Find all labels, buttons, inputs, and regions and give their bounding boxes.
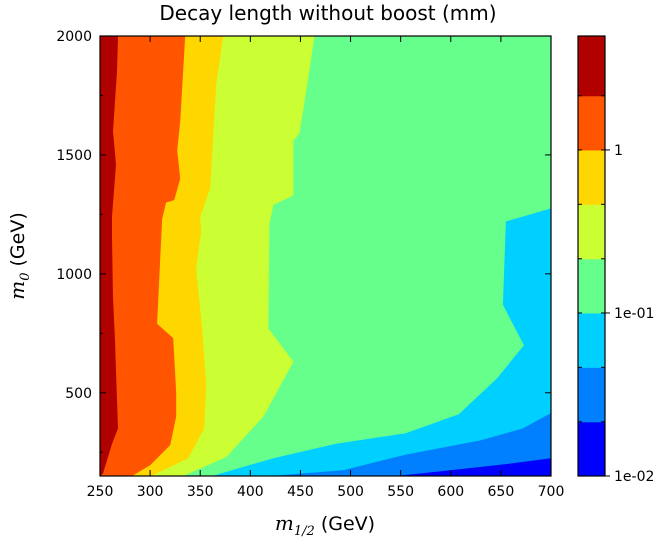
contour-region-level-0 <box>395 458 551 476</box>
colorbar-tick-label: 1e-02 <box>614 469 654 485</box>
x-tick-label: 300 <box>137 484 164 500</box>
colorbar-band-5 <box>578 149 605 205</box>
x-axis-label: m1/2 (GeV) <box>275 511 375 539</box>
x-tick-label: 600 <box>437 484 464 500</box>
contour-region-level-2 <box>212 208 551 476</box>
y-axis-var: m <box>5 281 29 300</box>
contour-region-level-6 <box>100 36 186 476</box>
colorbar-band-6 <box>578 95 605 151</box>
colorbar-band-2 <box>578 312 605 368</box>
x-tick-label: 500 <box>337 484 364 500</box>
chart-title: Decay length without boost (mm) <box>159 1 496 25</box>
y-tick-label: 2000 <box>56 29 92 45</box>
colorbar-band-1 <box>578 367 605 423</box>
colorbar-band-7 <box>578 36 605 97</box>
x-axis-sub: 1/2 <box>294 524 315 539</box>
colorbar-tick-label: 1e-01 <box>614 306 654 322</box>
colorbar-ticks: 1e-02 1e-01 1 <box>578 95 654 485</box>
colorbar-band-0 <box>578 421 605 477</box>
x-tick-label: 450 <box>287 484 314 500</box>
colorbar-band-4 <box>578 204 605 260</box>
plot-frame <box>99 35 552 477</box>
y-axis-ticks: 500 1000 1500 2000 <box>56 29 551 453</box>
y-axis-label: m0 (GeV) <box>5 212 33 300</box>
contour-region-level-7 <box>100 36 118 476</box>
x-axis-unit: (GeV) <box>315 513 375 535</box>
x-axis-var: m <box>275 511 294 535</box>
colorbar-band-3 <box>578 258 605 314</box>
colorbar-tick-label: 1 <box>614 143 623 159</box>
colorbar-frame <box>577 35 606 477</box>
y-tick-label: 1000 <box>56 267 92 283</box>
x-tick-label: 650 <box>488 484 515 500</box>
y-axis-unit: (GeV) <box>7 212 29 272</box>
x-tick-label: 700 <box>538 484 565 500</box>
colorbar <box>578 36 605 477</box>
y-tick-label: 500 <box>65 386 92 402</box>
x-tick-label: 400 <box>237 484 264 500</box>
y-axis-sub: 0 <box>18 273 33 281</box>
x-tick-label: 250 <box>87 484 114 500</box>
y-tick-label: 1500 <box>56 148 92 164</box>
contour-region-level-1 <box>270 413 551 476</box>
x-tick-label: 550 <box>387 484 414 500</box>
x-tick-label: 350 <box>187 484 214 500</box>
x-axis-ticks: 250 300 350 400 450 500 550 600 650 700 <box>87 36 565 500</box>
contour-regions <box>100 36 551 476</box>
